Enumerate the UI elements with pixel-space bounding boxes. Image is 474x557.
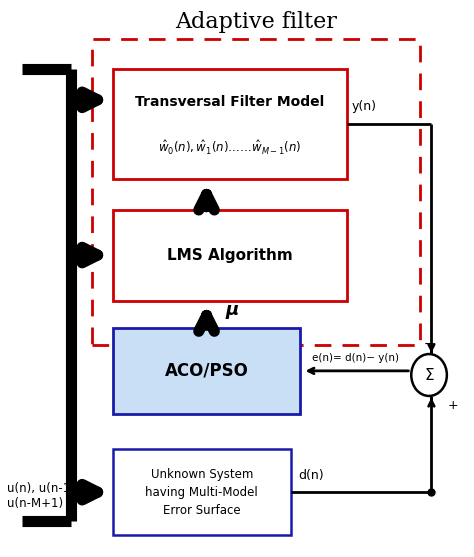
Text: −: −: [424, 338, 434, 350]
Text: $\Sigma$: $\Sigma$: [424, 367, 434, 383]
FancyBboxPatch shape: [113, 209, 347, 301]
Text: +: +: [447, 399, 458, 412]
Text: Adaptive filter: Adaptive filter: [175, 11, 337, 33]
Text: Transversal Filter Model: Transversal Filter Model: [136, 95, 325, 109]
Text: LMS Algorithm: LMS Algorithm: [167, 247, 293, 262]
Text: e(n)= d(n)− y(n): e(n)= d(n)− y(n): [312, 353, 399, 363]
Circle shape: [411, 354, 447, 396]
FancyBboxPatch shape: [113, 328, 300, 414]
Text: $\hat{w}_0(n),\hat{w}_1(n)\ldots\ldots\hat{w}_{M-1}(n)$: $\hat{w}_0(n),\hat{w}_1(n)\ldots\ldots\h…: [158, 139, 302, 158]
Text: $\boldsymbol{\mu}$: $\boldsymbol{\mu}$: [225, 302, 240, 321]
Text: d(n): d(n): [298, 469, 324, 482]
Text: y(n): y(n): [352, 100, 377, 113]
Text: u(n), u(n-1)….
u(n-M+1): u(n), u(n-1)…. u(n-M+1): [8, 482, 91, 510]
FancyBboxPatch shape: [113, 69, 347, 179]
FancyBboxPatch shape: [113, 449, 291, 535]
Text: Unknown System
having Multi-Model
Error Surface: Unknown System having Multi-Model Error …: [146, 468, 258, 517]
Text: ACO/PSO: ACO/PSO: [164, 362, 248, 380]
